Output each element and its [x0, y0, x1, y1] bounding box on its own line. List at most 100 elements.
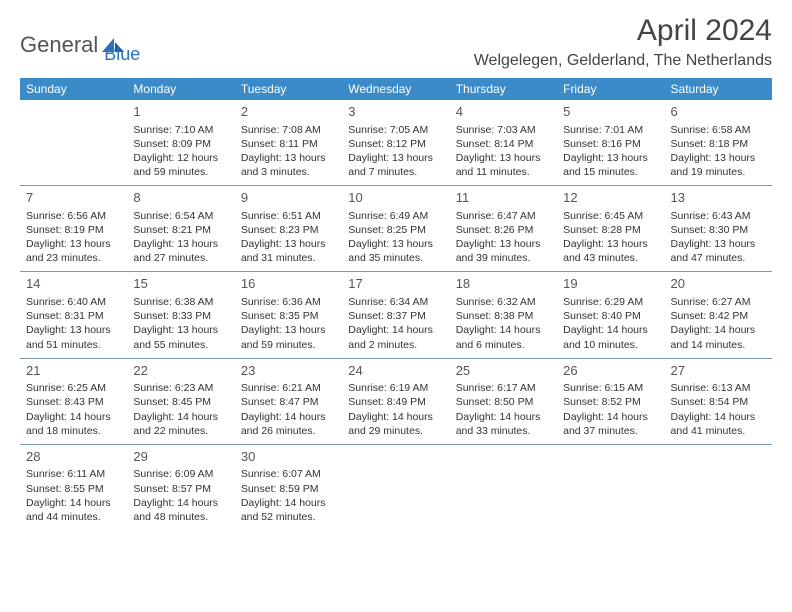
sunset-text: Sunset: 8:50 PM [456, 395, 551, 409]
day-number: 13 [671, 189, 766, 207]
sunrise-text: Sunrise: 6:58 AM [671, 123, 766, 137]
calendar-day-cell: 7Sunrise: 6:56 AMSunset: 8:19 PMDaylight… [20, 186, 127, 272]
daylight-text: Daylight: 13 hours [563, 237, 658, 251]
daylight-text: and 44 minutes. [26, 510, 121, 524]
day-number: 2 [241, 103, 336, 121]
calendar-day-cell: 12Sunrise: 6:45 AMSunset: 8:28 PMDayligh… [557, 186, 664, 272]
day-number: 24 [348, 362, 443, 380]
calendar-day-cell: 8Sunrise: 6:54 AMSunset: 8:21 PMDaylight… [127, 186, 234, 272]
sunrise-text: Sunrise: 6:40 AM [26, 295, 121, 309]
calendar-day-cell: 25Sunrise: 6:17 AMSunset: 8:50 PMDayligh… [450, 358, 557, 444]
daylight-text: and 41 minutes. [671, 424, 766, 438]
sunrise-text: Sunrise: 6:54 AM [133, 209, 228, 223]
sunset-text: Sunset: 8:35 PM [241, 309, 336, 323]
calendar-day-cell: 18Sunrise: 6:32 AMSunset: 8:38 PMDayligh… [450, 272, 557, 358]
daylight-text: and 51 minutes. [26, 338, 121, 352]
day-number: 15 [133, 275, 228, 293]
sunset-text: Sunset: 8:52 PM [563, 395, 658, 409]
sunrise-text: Sunrise: 7:03 AM [456, 123, 551, 137]
daylight-text: Daylight: 14 hours [348, 323, 443, 337]
day-number: 30 [241, 448, 336, 466]
day-number: 22 [133, 362, 228, 380]
sunset-text: Sunset: 8:14 PM [456, 137, 551, 151]
daylight-text: and 22 minutes. [133, 424, 228, 438]
calendar-day-cell: 19Sunrise: 6:29 AMSunset: 8:40 PMDayligh… [557, 272, 664, 358]
calendar-day-cell: 11Sunrise: 6:47 AMSunset: 8:26 PMDayligh… [450, 186, 557, 272]
sunset-text: Sunset: 8:37 PM [348, 309, 443, 323]
daylight-text: and 3 minutes. [241, 165, 336, 179]
sunset-text: Sunset: 8:30 PM [671, 223, 766, 237]
sunrise-text: Sunrise: 6:09 AM [133, 467, 228, 481]
calendar-week-row: 21Sunrise: 6:25 AMSunset: 8:43 PMDayligh… [20, 358, 772, 444]
calendar-day-cell [20, 100, 127, 186]
weekday-header: Monday [127, 78, 234, 100]
calendar-day-cell: 9Sunrise: 6:51 AMSunset: 8:23 PMDaylight… [235, 186, 342, 272]
daylight-text: Daylight: 14 hours [671, 410, 766, 424]
logo: General Blue [20, 24, 140, 65]
day-number: 1 [133, 103, 228, 121]
calendar-day-cell: 3Sunrise: 7:05 AMSunset: 8:12 PMDaylight… [342, 100, 449, 186]
daylight-text: and 31 minutes. [241, 251, 336, 265]
calendar-week-row: 14Sunrise: 6:40 AMSunset: 8:31 PMDayligh… [20, 272, 772, 358]
sunrise-text: Sunrise: 6:15 AM [563, 381, 658, 395]
logo-text-general: General [20, 32, 98, 58]
calendar-day-cell: 28Sunrise: 6:11 AMSunset: 8:55 PMDayligh… [20, 444, 127, 530]
calendar-day-cell: 27Sunrise: 6:13 AMSunset: 8:54 PMDayligh… [665, 358, 772, 444]
sunset-text: Sunset: 8:12 PM [348, 137, 443, 151]
weekday-header: Tuesday [235, 78, 342, 100]
daylight-text: Daylight: 13 hours [348, 237, 443, 251]
daylight-text: and 26 minutes. [241, 424, 336, 438]
day-number: 16 [241, 275, 336, 293]
sunrise-text: Sunrise: 6:32 AM [456, 295, 551, 309]
day-number: 21 [26, 362, 121, 380]
daylight-text: and 55 minutes. [133, 338, 228, 352]
sunset-text: Sunset: 8:57 PM [133, 482, 228, 496]
daylight-text: Daylight: 14 hours [563, 323, 658, 337]
daylight-text: and 7 minutes. [348, 165, 443, 179]
calendar-day-cell: 30Sunrise: 6:07 AMSunset: 8:59 PMDayligh… [235, 444, 342, 530]
calendar-day-cell: 23Sunrise: 6:21 AMSunset: 8:47 PMDayligh… [235, 358, 342, 444]
calendar-day-cell [665, 444, 772, 530]
daylight-text: and 52 minutes. [241, 510, 336, 524]
sunrise-text: Sunrise: 6:56 AM [26, 209, 121, 223]
daylight-text: and 19 minutes. [671, 165, 766, 179]
sunset-text: Sunset: 8:19 PM [26, 223, 121, 237]
sunset-text: Sunset: 8:38 PM [456, 309, 551, 323]
day-number: 8 [133, 189, 228, 207]
calendar-day-cell: 2Sunrise: 7:08 AMSunset: 8:11 PMDaylight… [235, 100, 342, 186]
location-text: Welgelegen, Gelderland, The Netherlands [474, 52, 772, 70]
daylight-text: Daylight: 13 hours [133, 237, 228, 251]
daylight-text: Daylight: 12 hours [133, 151, 228, 165]
sunset-text: Sunset: 8:18 PM [671, 137, 766, 151]
sunrise-text: Sunrise: 6:21 AM [241, 381, 336, 395]
sunrise-text: Sunrise: 7:01 AM [563, 123, 658, 137]
calendar-day-cell [450, 444, 557, 530]
daylight-text: Daylight: 13 hours [563, 151, 658, 165]
sunrise-text: Sunrise: 6:11 AM [26, 467, 121, 481]
sunrise-text: Sunrise: 6:49 AM [348, 209, 443, 223]
daylight-text: Daylight: 14 hours [26, 496, 121, 510]
sunrise-text: Sunrise: 6:25 AM [26, 381, 121, 395]
day-number: 5 [563, 103, 658, 121]
day-number: 19 [563, 275, 658, 293]
daylight-text: Daylight: 14 hours [456, 323, 551, 337]
page-title: April 2024 [474, 14, 772, 48]
sunset-text: Sunset: 8:25 PM [348, 223, 443, 237]
sunset-text: Sunset: 8:26 PM [456, 223, 551, 237]
day-number: 28 [26, 448, 121, 466]
calendar-day-cell: 1Sunrise: 7:10 AMSunset: 8:09 PMDaylight… [127, 100, 234, 186]
daylight-text: Daylight: 14 hours [26, 410, 121, 424]
daylight-text: Daylight: 13 hours [456, 151, 551, 165]
sunrise-text: Sunrise: 6:13 AM [671, 381, 766, 395]
calendar-day-cell: 4Sunrise: 7:03 AMSunset: 8:14 PMDaylight… [450, 100, 557, 186]
calendar-day-cell: 22Sunrise: 6:23 AMSunset: 8:45 PMDayligh… [127, 358, 234, 444]
sunset-text: Sunset: 8:09 PM [133, 137, 228, 151]
daylight-text: Daylight: 14 hours [563, 410, 658, 424]
sunset-text: Sunset: 8:11 PM [241, 137, 336, 151]
sunset-text: Sunset: 8:16 PM [563, 137, 658, 151]
daylight-text: Daylight: 14 hours [348, 410, 443, 424]
logo-text-blue: Blue [104, 44, 140, 65]
day-number: 20 [671, 275, 766, 293]
daylight-text: and 10 minutes. [563, 338, 658, 352]
daylight-text: and 48 minutes. [133, 510, 228, 524]
